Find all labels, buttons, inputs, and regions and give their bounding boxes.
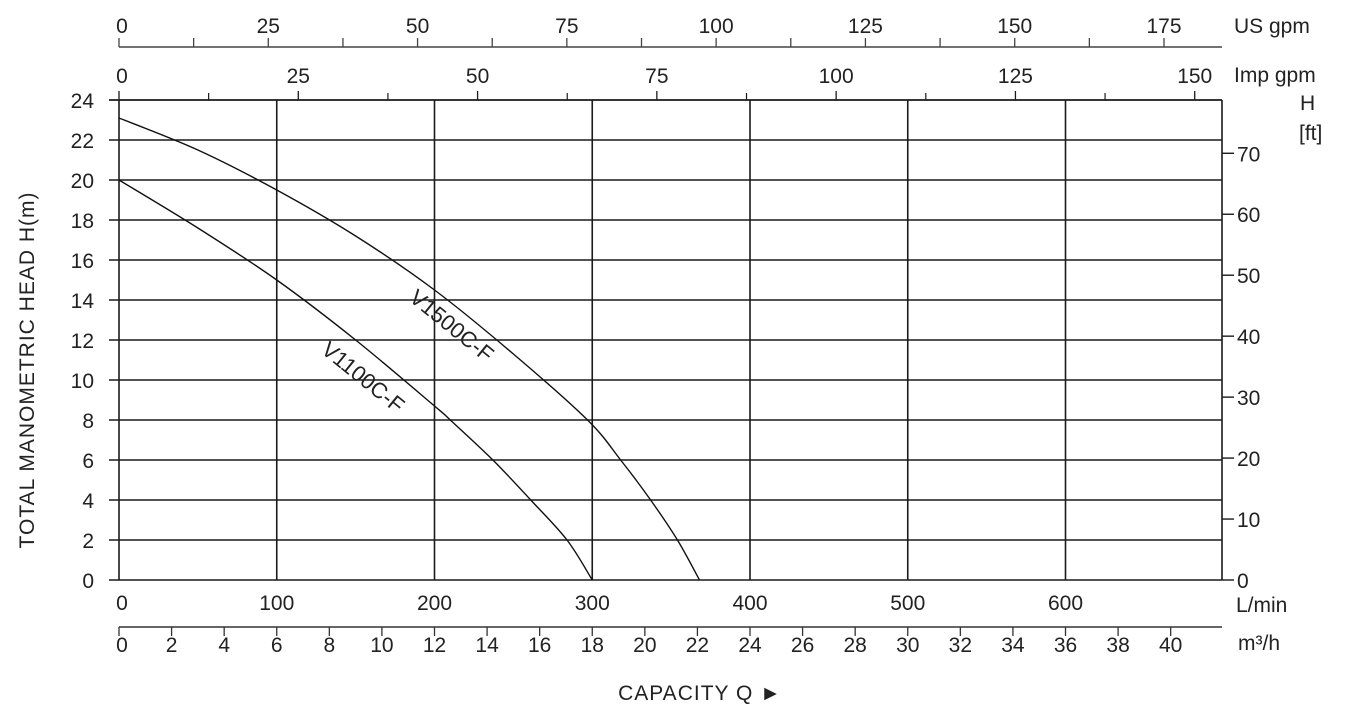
y-tick-label: 18 [71, 210, 94, 233]
m3h-tick-label: 24 [738, 634, 762, 657]
m3h-tick-label: 18 [581, 634, 604, 657]
ft-tick-label: 60 [1237, 204, 1260, 227]
x-tick-label-lmin: 500 [890, 592, 925, 615]
x-axis-title: CAPACITY Q ► [618, 682, 782, 705]
imp-gpm-unit: Imp gpm [1234, 64, 1316, 87]
x-tick-label-lmin: 300 [575, 592, 610, 615]
ft-tick-label: 0 [1237, 570, 1249, 593]
m3h-tick-label: 4 [218, 634, 230, 657]
y-tick-label: 22 [71, 130, 94, 153]
us-gpm-tick-label: 100 [699, 15, 734, 38]
x-tick-label-lmin: 0 [116, 592, 128, 615]
y-tick-label: 0 [82, 570, 94, 593]
curve-label-v1100: V1100C-F [317, 336, 409, 418]
imp-gpm-tick-label: 125 [998, 65, 1033, 88]
x-tick-label-lmin: 600 [1048, 592, 1083, 615]
imp-gpm-tick-label: 100 [819, 65, 854, 88]
h-ft-unit-ft: [ft] [1299, 122, 1322, 145]
x-tick-label-lmin: 200 [417, 592, 452, 615]
ft-tick-label: 40 [1237, 326, 1260, 349]
us-gpm-tick-label: 150 [997, 15, 1032, 38]
x-tick-label-lmin: 400 [732, 592, 767, 615]
us-gpm-tick-label: 0 [116, 15, 128, 38]
y-tick-label: 10 [71, 370, 94, 393]
m3h-tick-label: 2 [166, 634, 178, 657]
us-gpm-tick-label: 25 [257, 15, 280, 38]
curve-v1100c-f [118, 179, 593, 581]
m3h-tick-label: 14 [475, 634, 499, 657]
ft-tick-label: 70 [1237, 143, 1260, 166]
us-gpm-tick-label: 175 [1146, 15, 1181, 38]
curves [118, 117, 701, 581]
m3h-tick-label: 34 [1001, 634, 1025, 657]
ft-tick-label: 20 [1237, 448, 1260, 471]
us-gpm-tick-label: 50 [406, 15, 429, 38]
y-tick-label: 8 [82, 410, 94, 433]
h-ft-unit-h: H [1300, 92, 1315, 115]
imp-gpm-tick-label: 150 [1177, 65, 1212, 88]
m3h-tick-label: 12 [423, 634, 446, 657]
m3h-tick-label: 40 [1159, 634, 1182, 657]
m3h-tick-label: 32 [949, 634, 972, 657]
imp-gpm-tick-label: 25 [287, 65, 310, 88]
us-gpm-unit: US gpm [1234, 15, 1310, 38]
m3h-tick-label: 26 [791, 634, 814, 657]
lmin-unit: L/min [1236, 594, 1287, 617]
us-gpm-tick-label: 125 [848, 15, 883, 38]
y-tick-label: 4 [82, 490, 94, 513]
y-tick-label: 2 [82, 530, 94, 553]
y-tick-label: 20 [71, 170, 94, 193]
y-tick-label: 16 [71, 250, 94, 273]
grid [109, 99, 1223, 581]
labels: TOTAL MANOMETRIC HEAD H(m) CAPACITY Q ► … [16, 15, 1322, 705]
curve-v1500c-f [118, 117, 701, 581]
m3h-tick-label: 16 [528, 634, 551, 657]
us-gpm-tick-label: 75 [555, 15, 578, 38]
imp-gpm-tick-label: 50 [466, 65, 489, 88]
imp-gpm-tick-label: 75 [645, 65, 668, 88]
ft-tick-label: 10 [1237, 509, 1260, 532]
y-tick-label: 12 [71, 330, 94, 353]
m3h-tick-label: 10 [370, 634, 393, 657]
y-tick-label: 14 [71, 290, 95, 313]
y-tick-label: 6 [82, 450, 94, 473]
m3h-tick-label: 0 [116, 634, 128, 657]
imp-gpm-tick-label: 0 [116, 65, 128, 88]
m3h-tick-label: 28 [843, 634, 866, 657]
m3h-tick-label: 20 [633, 634, 656, 657]
y-axis-title: TOTAL MANOMETRIC HEAD H(m) [16, 192, 39, 549]
m3h-tick-label: 8 [323, 634, 335, 657]
m3h-tick-label: 36 [1054, 634, 1077, 657]
m3h-unit: m³/h [1238, 632, 1280, 655]
curve-label-v1500: V1500C-F [405, 284, 499, 367]
ft-tick-label: 30 [1237, 387, 1260, 410]
m3h-tick-label: 30 [896, 634, 919, 657]
m3h-tick-label: 6 [271, 634, 283, 657]
x-tick-label-lmin: 100 [259, 592, 294, 615]
ft-tick-label: 50 [1237, 265, 1260, 288]
m3h-tick-label: 22 [686, 634, 709, 657]
m3h-tick-label: 38 [1106, 634, 1129, 657]
y-tick-label: 24 [71, 90, 95, 113]
